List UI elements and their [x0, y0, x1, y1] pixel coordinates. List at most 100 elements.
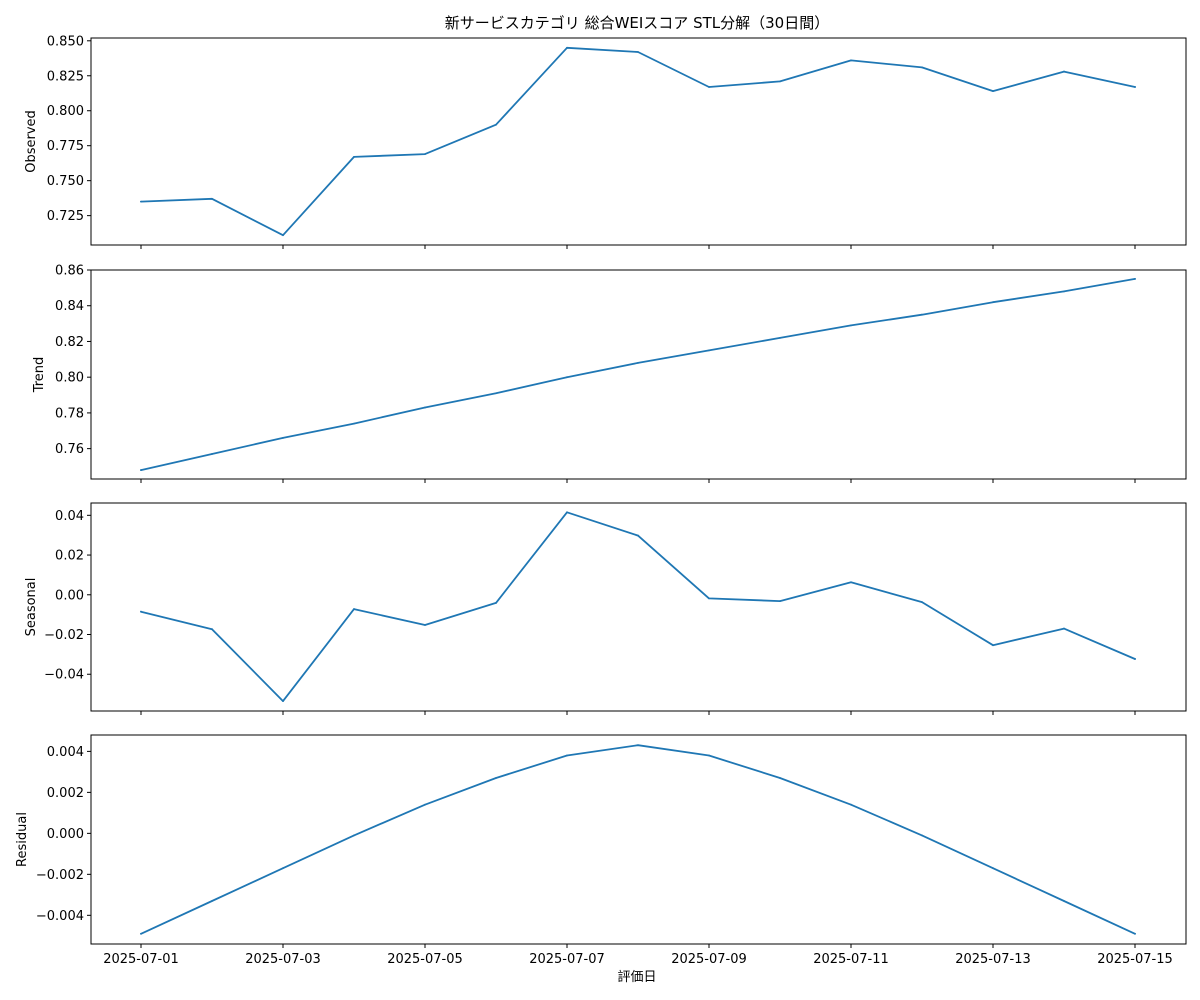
- data-point: [353, 608, 355, 610]
- data-point: [140, 610, 142, 613]
- data-point: [992, 867, 994, 870]
- axes-frame: [90, 734, 1187, 945]
- y-tick-label: 0.04: [55, 509, 84, 524]
- data-point: [1063, 290, 1065, 293]
- y-tick-label: 0.850: [47, 34, 84, 49]
- axes-frame: [90, 502, 1187, 712]
- data-point: [495, 602, 497, 604]
- data-point: [779, 777, 781, 779]
- x-tick-label: 2025-07-11: [813, 952, 889, 967]
- data-point: [566, 376, 568, 379]
- data-point: [211, 453, 213, 455]
- data-point: [921, 313, 923, 316]
- x-tick-label: 2025-07-09: [671, 952, 747, 967]
- panel-seasonal: −0.04 −0.02 0.00 0.02 0.04 Seasonal: [24, 502, 1187, 715]
- y-tick-label: 0.76: [55, 442, 84, 457]
- data-point: [637, 51, 639, 53]
- x-tick-label: 2025-07-15: [1097, 952, 1173, 967]
- y-tick-label: −0.002: [36, 868, 84, 883]
- data-point: [424, 153, 426, 155]
- data-point: [850, 581, 852, 584]
- data-point: [424, 803, 426, 806]
- y-tick-label: 0.725: [47, 209, 84, 224]
- y-tick-label: 0.000: [47, 827, 84, 842]
- chart-title: 新サービスカテゴリ 総合WEIスコア STL分解（30日間）: [445, 14, 829, 32]
- data-point: [1063, 70, 1065, 73]
- y-tick-label: 0.004: [47, 745, 84, 760]
- data-point: [211, 628, 213, 631]
- data-point: [1134, 658, 1136, 660]
- data-point: [708, 597, 710, 600]
- data-point: [708, 86, 710, 88]
- data-point: [282, 867, 284, 870]
- y-tick-label: 0.02: [55, 549, 84, 564]
- data-point: [424, 624, 426, 626]
- data-point: [850, 59, 852, 62]
- y-tick-label: 0.84: [55, 299, 84, 314]
- data-point: [353, 155, 355, 158]
- data-point: [140, 200, 142, 203]
- y-axis-label: Trend: [32, 357, 47, 394]
- y-tick-label: 0.00: [55, 588, 84, 603]
- y-tick-label: 0.002: [47, 786, 84, 801]
- data-point: [566, 511, 568, 514]
- data-point: [921, 834, 923, 837]
- data-point: [637, 744, 639, 747]
- data-point: [1134, 932, 1136, 935]
- data-point: [779, 80, 781, 83]
- data-point: [637, 534, 639, 537]
- data-point: [495, 777, 497, 779]
- x-tick-label: 2025-07-05: [387, 952, 463, 967]
- x-tick-label: 2025-07-03: [245, 952, 321, 967]
- data-point: [140, 932, 142, 935]
- y-tick-label: 0.80: [55, 371, 84, 386]
- data-point: [921, 601, 923, 604]
- data-point: [211, 900, 213, 902]
- y-axis-label: Observed: [24, 110, 39, 173]
- panel-trend: 0.76 0.78 0.80 0.82 0.84 0.86 Trend: [32, 264, 1187, 483]
- y-tick-label: 0.800: [47, 104, 84, 119]
- data-point: [566, 754, 568, 757]
- panel-residual: −0.004 −0.002 0.000 0.002 0.004 2025-07-01 202…: [15, 734, 1187, 967]
- series-line-residual: [140, 744, 1136, 935]
- data-point: [282, 234, 284, 237]
- data-point: [495, 392, 497, 395]
- data-point: [992, 90, 994, 93]
- data-point: [850, 803, 852, 806]
- data-point: [211, 197, 213, 200]
- data-point: [424, 406, 426, 409]
- y-tick-label: −0.004: [36, 909, 84, 924]
- y-tick-label: 0.86: [55, 264, 84, 279]
- data-point: [779, 336, 781, 339]
- data-point: [1063, 900, 1065, 902]
- panels: 0.7250.7500.7750.8000.8250.850Observed0.…: [15, 34, 1187, 967]
- data-point: [566, 46, 568, 49]
- data-point: [992, 644, 994, 647]
- data-point: [708, 349, 710, 352]
- data-point: [850, 324, 852, 327]
- data-point: [637, 361, 639, 364]
- x-tick-label: 2025-07-07: [529, 952, 605, 967]
- data-point: [1134, 86, 1136, 88]
- y-tick-label: 0.775: [47, 139, 84, 154]
- data-point: [495, 123, 497, 126]
- panel-observed: 0.725 0.750 0.775 0.800 0.825 0.850 Observed: [24, 34, 1187, 249]
- data-point: [140, 469, 142, 471]
- data-point: [282, 700, 284, 702]
- data-point: [1063, 627, 1065, 630]
- series-line-observed: [140, 46, 1136, 237]
- data-point: [779, 600, 781, 603]
- data-point: [921, 66, 923, 69]
- x-axis-label: 評価日: [617, 970, 656, 985]
- data-point: [1134, 278, 1136, 280]
- series-line-trend: [140, 277, 1136, 472]
- x-tick-label: 2025-07-01: [103, 952, 179, 967]
- y-tick-label: 0.82: [55, 335, 84, 350]
- y-axis-label: Seasonal: [24, 578, 39, 637]
- data-point: [353, 834, 355, 837]
- axes-frame: [90, 37, 1187, 246]
- axes-frame: [90, 269, 1187, 480]
- x-tick-label: 2025-07-13: [955, 952, 1031, 967]
- series-line-seasonal: [140, 511, 1136, 702]
